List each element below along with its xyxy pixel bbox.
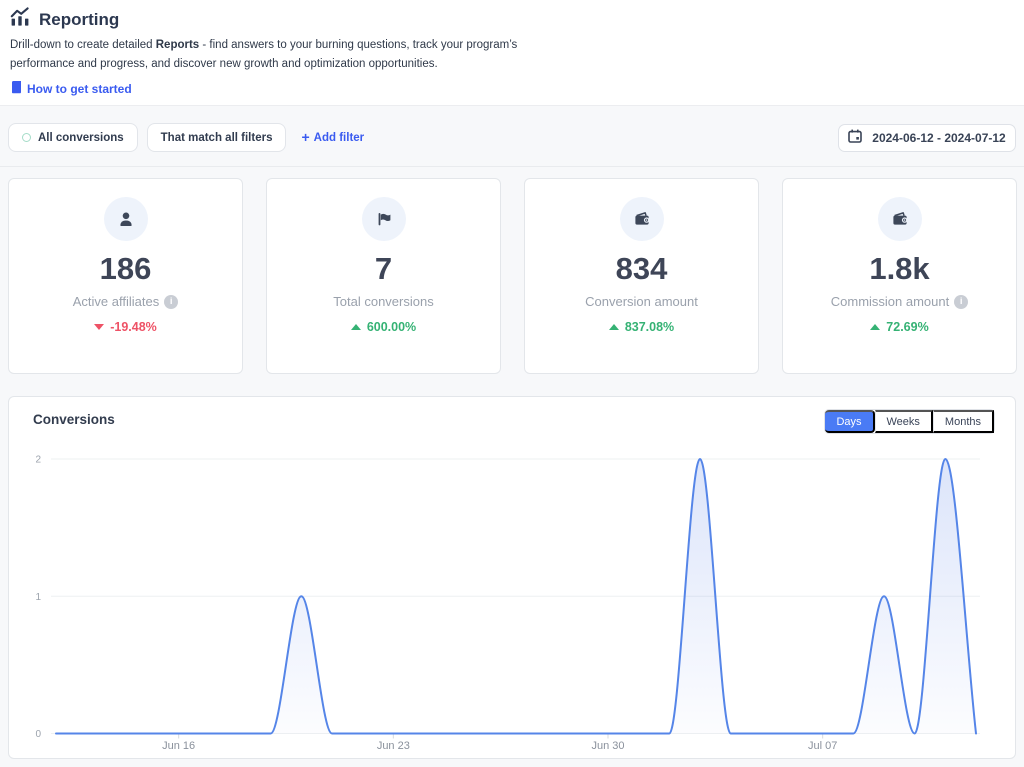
svg-text:1: 1 xyxy=(35,592,41,603)
add-filter-label: Add filter xyxy=(313,131,365,144)
stat-card-conversion-amount: 834 Conversion amount 837.08% xyxy=(524,178,759,374)
wallet-icon xyxy=(619,197,664,241)
plus-icon: + xyxy=(301,129,310,145)
how-to-get-started-link[interactable]: How to get started xyxy=(10,81,132,97)
date-range-picker[interactable]: 2024-06-12 - 2024-07-12 xyxy=(838,123,1016,152)
page-description: Drill-down to create detailed Reports - … xyxy=(10,36,517,74)
arrow-down-icon xyxy=(94,324,105,330)
arrow-up-icon xyxy=(608,324,619,330)
book-icon xyxy=(10,81,22,97)
stats-row: 186 Active affiliates i -19.48% 7 Total … xyxy=(8,178,1017,374)
stat-delta: 600.00% xyxy=(267,320,500,334)
stat-card-total-conversions: 7 Total conversions 600.00% xyxy=(266,178,501,374)
toggle-months[interactable]: Months xyxy=(932,410,994,433)
calendar-icon xyxy=(848,129,863,146)
status-circle-icon xyxy=(22,133,31,142)
stat-value: 186 xyxy=(99,251,152,286)
toggle-days[interactable]: Days xyxy=(825,410,875,433)
user-icon xyxy=(103,197,148,241)
info-icon[interactable]: i xyxy=(164,294,179,309)
scope-button-label: All conversions xyxy=(38,131,124,144)
wallet-icon xyxy=(877,197,922,241)
conversion-scope-button[interactable]: All conversions xyxy=(8,123,138,152)
stat-card-commission-amount: 1.8k Commission amount i 72.69% xyxy=(782,178,1017,374)
title-row: Reporting xyxy=(10,7,119,32)
reporting-chart-icon xyxy=(10,7,30,32)
conversions-chart-card: Conversions Days Weeks Months 0 1 2 Jun 16 J… xyxy=(8,396,1016,759)
granularity-toggle-group: Days Weeks Months xyxy=(824,409,995,434)
add-filter-button[interactable]: + Add filter xyxy=(301,129,365,145)
svg-text:Jul 07: Jul 07 xyxy=(808,740,837,752)
stat-delta: 72.69% xyxy=(783,320,1016,334)
help-link-label: How to get started xyxy=(27,82,132,96)
arrow-up-icon xyxy=(870,324,881,330)
date-range-value: 2024-06-12 - 2024-07-12 xyxy=(872,130,1006,145)
toggle-weeks[interactable]: Weeks xyxy=(874,410,933,433)
stat-label: Total conversions xyxy=(333,294,434,309)
stat-value: 834 xyxy=(615,251,668,286)
stat-delta: -19.48% xyxy=(9,320,242,334)
stat-label: Conversion amount xyxy=(585,294,698,309)
svg-text:0: 0 xyxy=(35,729,41,740)
flag-icon xyxy=(361,197,406,241)
page-header: Reporting Drill-down to create detailed … xyxy=(0,0,1024,106)
svg-text:Jun 23: Jun 23 xyxy=(377,740,410,752)
stat-label: Active affiliates i xyxy=(9,294,242,309)
stat-value: 7 xyxy=(374,251,393,286)
stat-card-active-affiliates: 186 Active affiliates i -19.48% xyxy=(8,178,243,374)
description-bold: Reports xyxy=(155,39,200,51)
stat-value: 1.8k xyxy=(869,251,930,286)
conversions-area-chart: 0 1 2 Jun 16 Jun 23 Jun 30 Jul 07 xyxy=(35,455,980,752)
svg-text:Jun 30: Jun 30 xyxy=(591,740,624,752)
svg-text:Jun 16: Jun 16 xyxy=(162,740,195,752)
info-icon[interactable]: i xyxy=(954,294,969,309)
arrow-up-icon xyxy=(350,324,361,330)
section-divider xyxy=(0,166,1024,167)
filter-match-button[interactable]: That match all filters xyxy=(146,123,287,152)
page-title: Reporting xyxy=(39,9,120,29)
stat-delta: 837.08% xyxy=(525,320,758,334)
svg-text:2: 2 xyxy=(35,455,41,466)
description-line2: performance and progress, and discover n… xyxy=(10,58,438,70)
filter-bar: All conversions That match all filters +… xyxy=(8,123,1016,152)
stat-label: Commission amount i xyxy=(783,294,1016,309)
match-button-label: That match all filters xyxy=(160,131,273,144)
description-line1: Drill-down to create detailed Reports - … xyxy=(10,39,518,51)
chart-title: Conversions xyxy=(33,412,115,427)
